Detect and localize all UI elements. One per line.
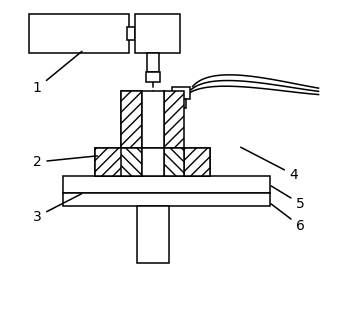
Bar bbox=[63, 192, 270, 206]
Text: 1: 1 bbox=[33, 51, 82, 95]
Bar bbox=[137, 206, 168, 263]
Bar bbox=[63, 177, 270, 192]
Bar bbox=[164, 91, 184, 147]
Text: 6: 6 bbox=[271, 204, 305, 233]
Bar bbox=[146, 72, 159, 82]
Text: 3: 3 bbox=[33, 194, 81, 224]
Bar bbox=[142, 91, 164, 147]
Bar bbox=[121, 147, 142, 177]
Bar bbox=[142, 147, 164, 177]
Bar bbox=[121, 91, 142, 147]
Bar bbox=[164, 147, 184, 177]
Bar bbox=[172, 87, 190, 99]
Bar bbox=[127, 27, 135, 40]
Text: 4: 4 bbox=[241, 147, 298, 182]
Bar bbox=[95, 147, 142, 177]
Bar bbox=[181, 99, 186, 108]
Bar bbox=[174, 99, 179, 108]
Text: 5: 5 bbox=[271, 186, 305, 211]
Bar bbox=[184, 147, 210, 177]
Bar bbox=[135, 14, 180, 53]
Bar bbox=[121, 91, 142, 147]
Bar bbox=[147, 53, 159, 72]
Bar bbox=[95, 147, 142, 177]
Bar bbox=[184, 147, 210, 177]
Text: 2: 2 bbox=[33, 155, 97, 169]
Bar bbox=[30, 14, 129, 53]
